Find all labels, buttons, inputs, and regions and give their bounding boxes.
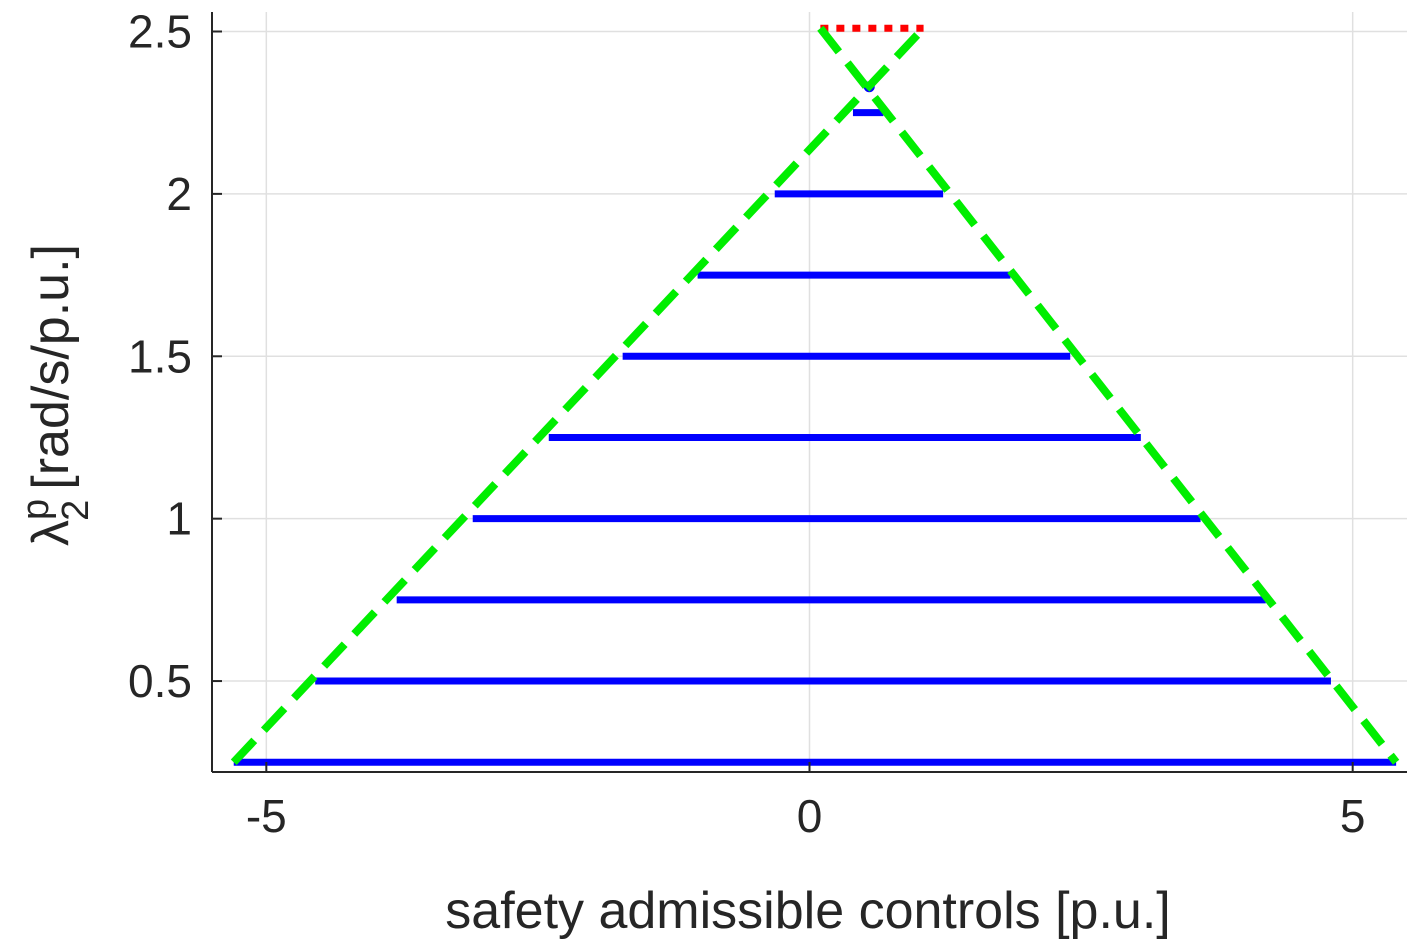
y-tick-label-2: 1.5 [128,330,192,382]
x-axis-label: safety admissible controls [p.u.] [445,882,1170,940]
x-tick-label-0: -5 [246,790,287,842]
x-tick-label-2: 5 [1340,790,1366,842]
y-tick-label-3: 2 [166,168,192,220]
y-axis-label-unit: [rad/s/p.u.] [22,244,80,490]
ticks-layer: -5 0 5 0.5 1 1.5 2 2.5 [128,5,1365,842]
y-axis-label-group: λp2 [rad/s/p.u.] [15,244,97,546]
y-axis-label-subscript: 2 [55,500,97,521]
bound-line-lower [230,25,927,765]
y-axis-label-symbol: λ [22,520,80,546]
y-tick-label-0: 0.5 [128,655,192,707]
y-tick-label-4: 2.5 [128,5,192,57]
marks-layer [230,24,1400,766]
x-tick-label-1: 0 [797,790,823,842]
y-axis-label-superscript: p [15,499,57,520]
grid-layer [212,12,1407,772]
bound-line-upper [817,25,1400,765]
y-axis-label: λp2 [rad/s/p.u.] [15,244,97,546]
y-tick-label-1: 1 [166,493,192,545]
